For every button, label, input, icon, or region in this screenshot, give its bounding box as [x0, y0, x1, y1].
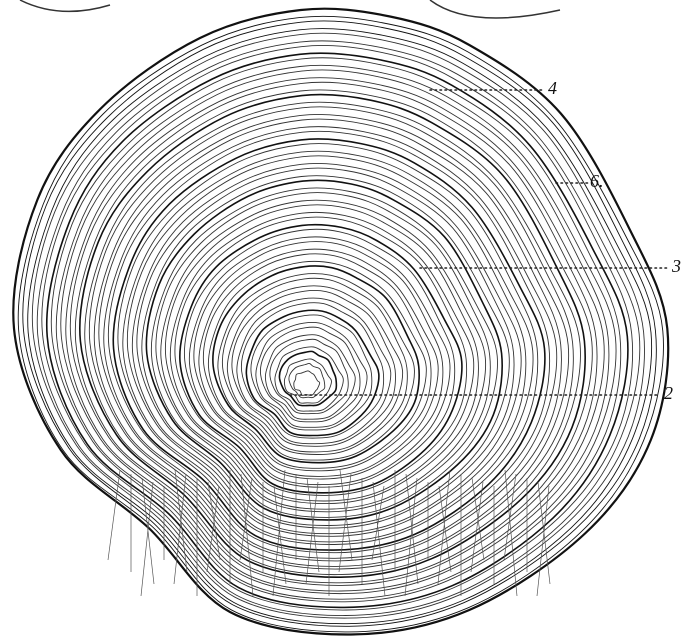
ring — [212, 265, 420, 464]
ring — [207, 260, 427, 469]
ring — [112, 138, 546, 551]
ring — [250, 314, 373, 431]
ring — [174, 216, 468, 496]
ring — [22, 20, 657, 627]
ring — [164, 204, 479, 505]
ring — [93, 113, 570, 567]
ring — [84, 101, 581, 576]
ring — [74, 89, 593, 584]
ring — [226, 285, 404, 453]
ring — [27, 28, 653, 625]
ring — [31, 32, 645, 619]
ring — [103, 126, 558, 559]
ring — [79, 93, 586, 579]
ring — [231, 290, 396, 447]
ring — [155, 192, 491, 513]
label: 4 — [548, 78, 557, 98]
ring — [117, 143, 539, 545]
ring — [198, 248, 439, 477]
ring — [240, 302, 385, 439]
ring — [293, 370, 321, 396]
ring — [278, 350, 338, 407]
ring — [202, 253, 432, 472]
ring — [141, 175, 510, 526]
ring — [126, 155, 527, 537]
ring — [45, 52, 629, 609]
ring — [274, 346, 344, 412]
fragment — [19, 0, 111, 13]
ring — [183, 228, 456, 488]
label: 3 — [671, 256, 681, 276]
scale-rings — [12, 7, 670, 636]
ring — [264, 334, 356, 420]
ring — [193, 241, 444, 480]
ring — [98, 118, 562, 562]
ring — [236, 297, 392, 445]
ring — [169, 211, 475, 502]
ring — [131, 162, 522, 535]
ring — [60, 69, 610, 595]
ring — [221, 277, 408, 455]
ring — [150, 187, 498, 518]
ring — [65, 77, 605, 592]
fragment — [429, 0, 561, 19]
ring — [55, 64, 617, 600]
label: 6. — [590, 171, 604, 191]
ring — [217, 273, 415, 461]
ring — [41, 45, 634, 611]
ring — [36, 40, 641, 616]
ring — [255, 322, 368, 428]
ring — [179, 223, 463, 494]
ring — [69, 81, 598, 586]
ring — [160, 199, 487, 510]
ring — [50, 57, 622, 603]
label: 2 — [664, 383, 673, 403]
basal-field — [107, 469, 551, 597]
ring — [188, 236, 451, 486]
ring — [269, 338, 349, 415]
ring — [88, 106, 574, 570]
ring — [245, 309, 380, 437]
ring — [12, 7, 670, 636]
ring — [259, 326, 361, 423]
ring — [145, 179, 503, 521]
ring — [288, 362, 326, 399]
ring — [17, 15, 664, 633]
ring — [107, 130, 551, 554]
ring — [283, 358, 332, 404]
